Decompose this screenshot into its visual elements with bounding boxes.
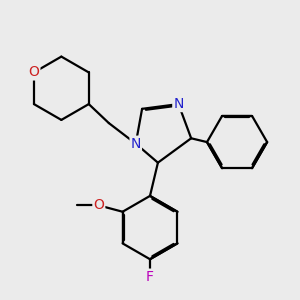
- Text: F: F: [146, 270, 154, 283]
- Text: O: O: [93, 198, 104, 212]
- Text: O: O: [28, 65, 39, 80]
- Text: N: N: [130, 137, 141, 151]
- Text: N: N: [173, 97, 184, 111]
